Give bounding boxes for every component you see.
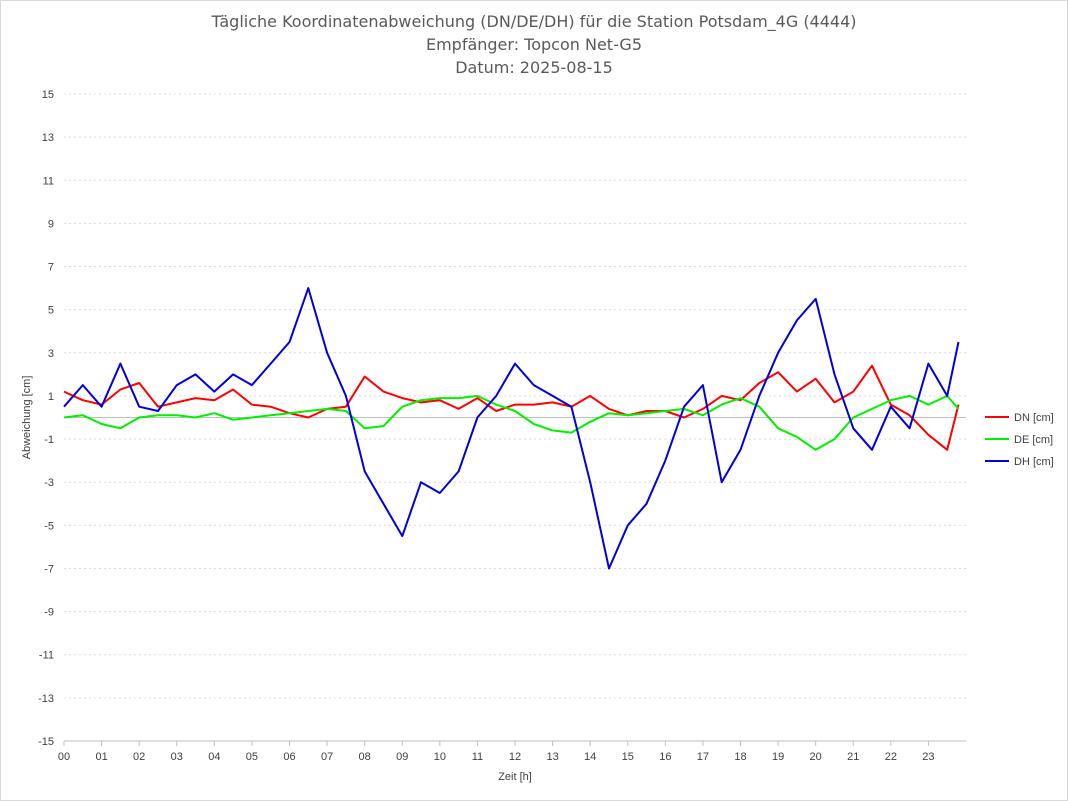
legend-label-dn: DN [cm] <box>1014 412 1054 424</box>
x-tick-label: 16 <box>659 751 671 763</box>
x-tick-label: 14 <box>584 751 596 763</box>
y-tick-label: 3 <box>48 348 54 360</box>
x-tick-label: 05 <box>246 751 258 763</box>
y-tick-label: 11 <box>43 175 54 187</box>
y-tick-label: -7 <box>44 563 54 575</box>
y-tick-label: -3 <box>44 477 54 489</box>
y-tick-label: 9 <box>48 218 54 230</box>
x-tick-label: 11 <box>472 751 483 763</box>
x-tick-label: 12 <box>509 751 521 763</box>
x-tick-label: 23 <box>922 751 934 763</box>
chart-title-line-2: Empfänger: Topcon Net-G5 <box>425 35 643 54</box>
x-tick-label: 08 <box>359 751 371 763</box>
x-tick-label: 09 <box>396 751 408 763</box>
x-tick-label: 15 <box>622 751 634 763</box>
x-tick-label: 06 <box>283 751 295 763</box>
x-tick-label: 02 <box>133 751 145 763</box>
x-tick-label: 13 <box>546 751 558 763</box>
series-line-de <box>63 394 960 451</box>
x-tick-label: 07 <box>321 751 333 763</box>
x-axis-title: Zeit [h] <box>498 771 532 783</box>
y-tick-label: 13 <box>42 132 54 144</box>
legend-label-de: DE [cm] <box>1014 434 1053 446</box>
x-tick-label: 20 <box>810 751 822 763</box>
chart-title-line-3: Datum: 2025-08-15 <box>455 58 613 77</box>
y-tick-label: 1 <box>48 391 54 403</box>
x-tick-label: 18 <box>734 751 746 763</box>
series-line-dn <box>63 364 960 451</box>
legend-label-dh: DH [cm] <box>1014 456 1054 468</box>
y-tick-label: 7 <box>48 262 54 274</box>
y-axis-title: Abweichung [cm] <box>21 376 33 460</box>
series-line-dh <box>63 287 960 570</box>
x-tick-label: 22 <box>885 751 897 763</box>
chart-title-line-1: Tägliche Koordinatenabweichung (DN/DE/DH… <box>211 12 857 31</box>
y-tick-label: -1 <box>44 434 54 446</box>
x-tick-label: 21 <box>847 751 859 763</box>
x-tick-label: 10 <box>434 751 446 763</box>
y-tick-label: 15 <box>42 89 54 101</box>
x-tick-label: 03 <box>171 751 183 763</box>
y-tick-label: 5 <box>48 305 54 317</box>
y-tick-label: -11 <box>39 650 54 662</box>
y-tick-label: -13 <box>38 693 54 705</box>
x-tick-label: 17 <box>697 751 709 763</box>
x-tick-label: 01 <box>95 751 107 763</box>
y-tick-label: -15 <box>38 736 54 748</box>
y-tick-label: -5 <box>44 520 54 532</box>
x-tick-label: 04 <box>208 751 220 763</box>
x-tick-label: 00 <box>58 751 70 763</box>
x-tick-label: 19 <box>772 751 784 763</box>
y-tick-label: -9 <box>44 607 54 619</box>
